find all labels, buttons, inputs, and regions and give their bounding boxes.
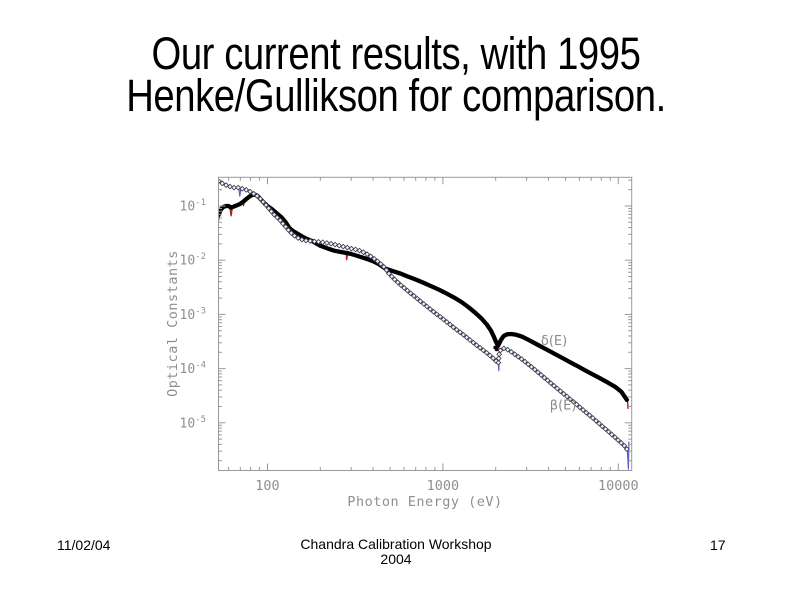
chart-tick-labels: 100 1000 10000 10-1 10-2 10-3 10-4 10-5 — [180, 198, 639, 494]
x-tick-label-1: 1000 — [427, 478, 460, 494]
slide-title-line-1: Our current results, with 1995 — [151, 28, 641, 79]
x-axis-label: Photon Energy (eV) — [347, 494, 502, 510]
delta-series-label: δ(E) — [541, 334, 567, 349]
chart-series-layer — [218, 178, 630, 470]
y-tick-label-3: 10-4 — [180, 361, 207, 378]
x-tick-label-0: 100 — [255, 478, 279, 494]
y-tick-label-0: 10-1 — [180, 198, 207, 215]
footer-workshop-name: Chandra Calibration Workshop 2004 — [0, 537, 792, 566]
footer-workshop-line-2: 2004 — [380, 550, 412, 567]
y-axis-label: Optical Constants — [165, 250, 181, 397]
series-3-diamond-markers — [218, 178, 630, 453]
y-tick-label-2: 10-3 — [180, 306, 207, 323]
y-tick-label-4: 10-5 — [180, 415, 207, 432]
series-2-path — [218, 180, 630, 470]
footer-workshop-line-1: Chandra Calibration Workshop — [300, 536, 492, 552]
footer-page-number: 17 — [710, 537, 726, 553]
series-1-path — [218, 192, 630, 403]
chart-frame-and-ticks — [218, 176, 633, 472]
slide-title-line-2: Henke/Gullikson for comparison. — [126, 70, 666, 121]
plot-frame — [218, 176, 633, 472]
slide-title: Our current results, with 1995 Henke/Gul… — [59, 28, 732, 121]
beta-series-label: β(E) — [550, 399, 577, 414]
footer-date: 11/02/04 — [57, 537, 111, 553]
y-tick-label-1: 10-2 — [180, 252, 207, 269]
x-tick-label-2: 10000 — [598, 478, 639, 494]
